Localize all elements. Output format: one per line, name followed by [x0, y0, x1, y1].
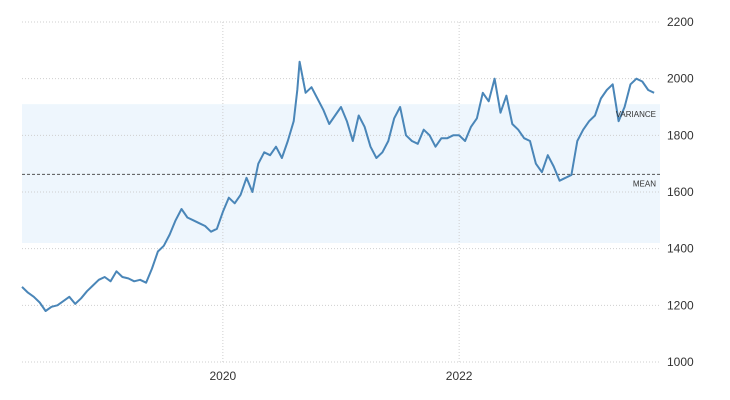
x-axis-tick-labels: 2020 2022 [210, 369, 473, 383]
y-tick-label: 1400 [667, 242, 694, 256]
y-tick-label: 1600 [667, 185, 694, 199]
y-tick-label: 1000 [667, 355, 694, 369]
y-tick-label: 1200 [667, 298, 694, 312]
variance-label: VARIANCE [616, 110, 656, 119]
mean-label: MEAN [633, 179, 656, 188]
x-tick-label: 2020 [210, 369, 237, 383]
horizontal-gridlines [22, 21, 660, 363]
variance-band [22, 104, 660, 244]
y-tick-label: 2000 [667, 72, 694, 86]
y-axis-tick-labels: 1000 1200 1400 1600 1800 2000 2200 [667, 15, 694, 369]
x-tick-label: 2022 [446, 369, 473, 383]
y-tick-label: 2200 [667, 15, 694, 29]
series-line [21, 60, 655, 312]
y-tick-label: 1800 [667, 128, 694, 142]
